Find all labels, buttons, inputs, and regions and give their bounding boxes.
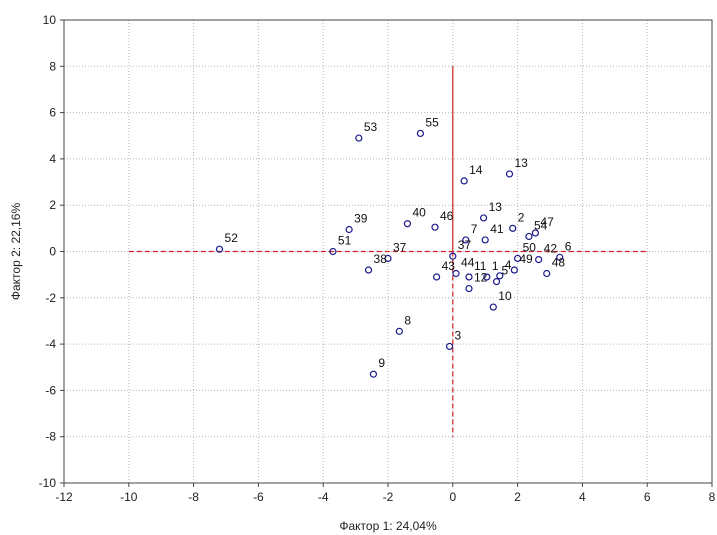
point-label-54: 54 bbox=[534, 218, 548, 232]
data-point-10 bbox=[489, 303, 497, 311]
point-label-48: 48 bbox=[552, 255, 566, 269]
point-label-42: 42 bbox=[544, 242, 558, 256]
data-point-55 bbox=[416, 129, 424, 138]
point-label-7: 7 bbox=[471, 222, 478, 236]
x-tick-label: -10 bbox=[120, 490, 138, 504]
data-point-1 bbox=[483, 273, 491, 281]
point-label-6: 6 bbox=[565, 239, 572, 253]
x-axis-title: Фактор 1: 24,04% bbox=[339, 519, 437, 533]
point-label-1: 1 bbox=[492, 259, 499, 273]
point-label-13: 13 bbox=[489, 200, 503, 214]
point-label-37: 37 bbox=[393, 240, 407, 254]
point-label-39: 39 bbox=[354, 212, 368, 226]
data-point-14 bbox=[460, 177, 468, 185]
data-point-44 bbox=[452, 269, 460, 278]
point-label-53: 53 bbox=[364, 120, 378, 134]
data-point-6 bbox=[556, 253, 564, 261]
data-point-42 bbox=[535, 256, 543, 264]
point-label-52: 52 bbox=[225, 231, 239, 245]
data-point-43 bbox=[433, 273, 441, 281]
x-axis-ticks: -12 -10 -8 -6 -4 -2 0 2 4 6 8 bbox=[55, 483, 716, 504]
y-tick-label: -4 bbox=[45, 337, 56, 351]
point-label-51: 51 bbox=[338, 234, 352, 248]
data-point-7 bbox=[462, 236, 470, 244]
data-point-54 bbox=[525, 232, 533, 241]
point-label-14: 14 bbox=[469, 163, 483, 177]
y-axis-title: Фактор 2: 22,16% bbox=[9, 203, 23, 301]
point-label-49: 49 bbox=[519, 252, 533, 266]
point-label-12: 12 bbox=[474, 271, 488, 285]
y-axis-ticks: 10 8 6 4 2 0 -2 -4 -6 -8 -10 bbox=[39, 13, 64, 490]
x-tick-label: 4 bbox=[579, 490, 586, 504]
point-label-9: 9 bbox=[378, 356, 385, 370]
point-label-11: 11 bbox=[474, 259, 487, 273]
y-tick-label: -10 bbox=[39, 476, 57, 490]
x-tick-label: 0 bbox=[449, 490, 456, 504]
y-tick-label: 8 bbox=[49, 59, 56, 73]
x-tick-label: 6 bbox=[644, 490, 651, 504]
x-tick-label: -12 bbox=[55, 490, 73, 504]
point-label-46: 46 bbox=[440, 209, 454, 223]
data-point-46 bbox=[431, 223, 439, 231]
data-point-49 bbox=[510, 266, 518, 274]
point-label-4: 4 bbox=[505, 258, 512, 272]
y-tick-label: 6 bbox=[49, 106, 56, 120]
x-tick-label: -6 bbox=[253, 490, 264, 504]
data-point-53 bbox=[355, 134, 363, 142]
data-point-39 bbox=[345, 225, 353, 234]
y-tick-label: -8 bbox=[45, 430, 56, 444]
data-point-5 bbox=[492, 277, 501, 286]
x-tick-label: 2 bbox=[514, 490, 521, 504]
data-point-8 bbox=[395, 327, 403, 335]
point-label-8: 8 bbox=[404, 313, 411, 327]
data-point-2 bbox=[509, 224, 517, 232]
data-point-38 bbox=[364, 266, 373, 274]
x-tick-label: -4 bbox=[318, 490, 329, 504]
point-label-43: 43 bbox=[442, 259, 456, 273]
data-point-52 bbox=[215, 245, 224, 253]
point-label-50: 50 bbox=[523, 240, 537, 254]
point-label-44: 44 bbox=[461, 255, 475, 269]
data-point-3 bbox=[445, 342, 454, 351]
data-point-50 bbox=[513, 254, 522, 263]
y-tick-label: -6 bbox=[45, 383, 56, 397]
y-tick-label: 2 bbox=[49, 198, 56, 212]
data-point-4 bbox=[496, 272, 504, 280]
point-label-3: 3 bbox=[455, 328, 462, 342]
point-label-2: 2 bbox=[518, 210, 525, 224]
data-point-9 bbox=[369, 370, 378, 378]
x-tick-label: 8 bbox=[709, 490, 716, 504]
data-point-13 bbox=[505, 170, 514, 178]
y-tick-label: 0 bbox=[49, 245, 56, 259]
point-label-13: 13 bbox=[515, 156, 529, 170]
x-tick-label: -8 bbox=[188, 490, 199, 504]
point-label-55: 55 bbox=[425, 115, 439, 129]
data-points bbox=[215, 129, 564, 378]
point-label-5: 5 bbox=[502, 264, 509, 278]
y-tick-label: 10 bbox=[43, 13, 57, 27]
data-point-41 bbox=[481, 236, 489, 244]
y-tick-label: 4 bbox=[49, 152, 56, 166]
data-point-12 bbox=[465, 284, 473, 293]
data-point-47 bbox=[531, 229, 540, 237]
y-tick-label: -2 bbox=[45, 291, 56, 305]
point-label-10: 10 bbox=[498, 289, 512, 303]
data-point-40 bbox=[403, 220, 412, 228]
data-point-37 bbox=[384, 254, 392, 263]
reference-lines bbox=[128, 66, 648, 437]
x-tick-label: -2 bbox=[383, 490, 394, 504]
point-label-38: 38 bbox=[374, 252, 388, 266]
data-point-37 bbox=[449, 252, 457, 260]
data-point-13 bbox=[479, 214, 488, 222]
point-label-47: 47 bbox=[540, 215, 554, 229]
point-label-41: 41 bbox=[490, 222, 504, 236]
data-point-11 bbox=[465, 273, 473, 281]
point-label-40: 40 bbox=[412, 206, 426, 220]
data-point-48 bbox=[543, 269, 551, 278]
point-label-37: 37 bbox=[458, 238, 472, 252]
data-point-51 bbox=[329, 247, 337, 256]
